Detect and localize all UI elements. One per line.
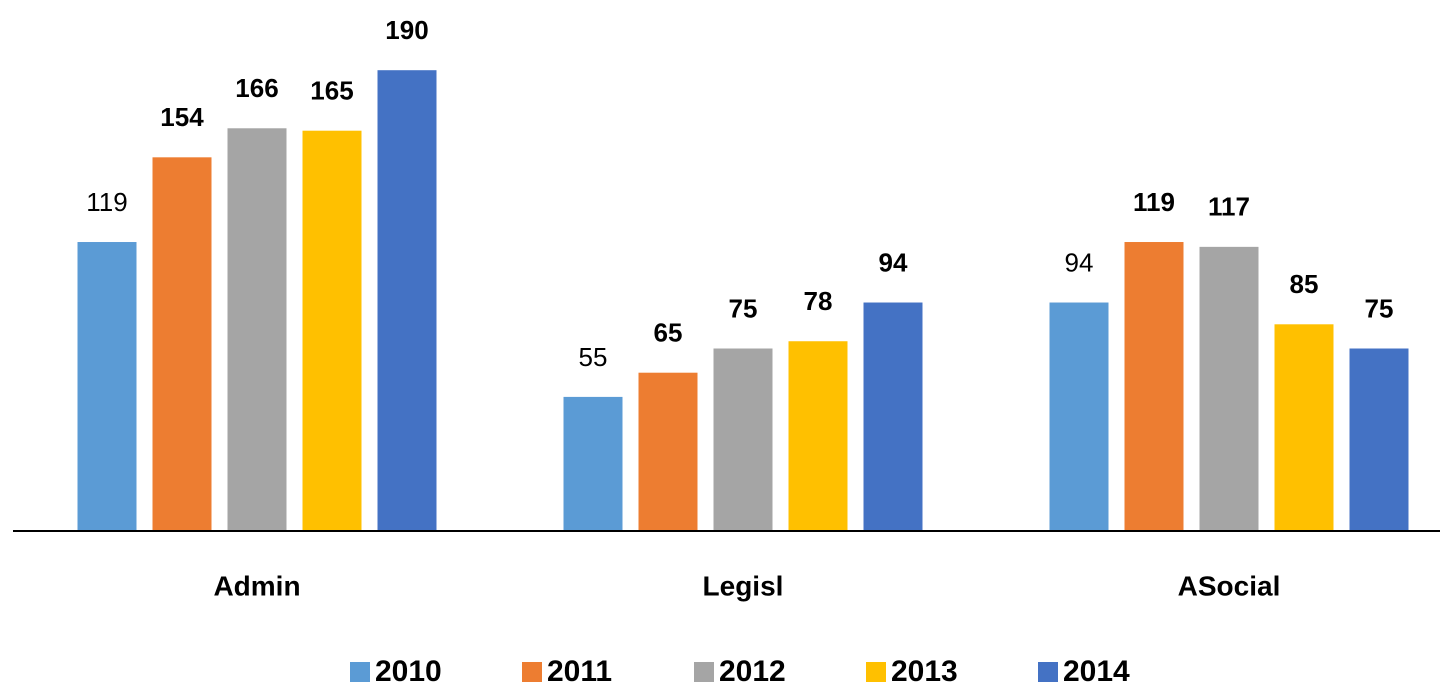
bar (863, 302, 923, 530)
legend-swatch (866, 662, 886, 682)
bar (713, 348, 773, 530)
data-label: 165 (310, 76, 353, 106)
bar (227, 128, 287, 530)
bar (1049, 302, 1109, 530)
bar (1274, 324, 1334, 530)
legend-label: 2010 (375, 655, 442, 688)
bar (638, 372, 698, 530)
bar (377, 70, 437, 530)
bar (77, 242, 137, 530)
data-label: 166 (235, 73, 278, 103)
legend-label: 2012 (719, 655, 786, 688)
data-label: 94 (1065, 247, 1094, 277)
x-tick-label: Admin (213, 570, 300, 601)
bar (152, 157, 212, 530)
data-label: 78 (804, 286, 833, 316)
x-tick-label: Legisl (703, 570, 784, 601)
bar (1199, 246, 1259, 531)
bar (1349, 348, 1409, 530)
legend-swatch (350, 662, 370, 682)
legend-swatch (694, 662, 714, 682)
bar (788, 341, 848, 530)
bar (563, 396, 623, 530)
data-label: 65 (654, 318, 683, 348)
legend-swatch (1038, 662, 1058, 682)
data-label: 154 (160, 102, 204, 132)
data-label: 75 (729, 293, 758, 323)
x-tick-label: ASocial (1178, 570, 1281, 601)
bar (302, 130, 362, 530)
data-label: 117 (1208, 192, 1250, 222)
data-label: 94 (879, 247, 908, 277)
data-label: 119 (86, 187, 127, 217)
data-label: 75 (1365, 293, 1394, 323)
legend-swatch (522, 662, 542, 682)
legend-label: 2011 (547, 655, 612, 688)
data-label: 85 (1290, 269, 1319, 299)
data-label: 119 (1133, 187, 1175, 217)
legend-label: 2014 (1063, 655, 1130, 688)
legend-label: 2013 (891, 655, 958, 688)
bar (1124, 242, 1184, 530)
data-label: 190 (385, 15, 428, 45)
data-label: 55 (579, 342, 608, 372)
